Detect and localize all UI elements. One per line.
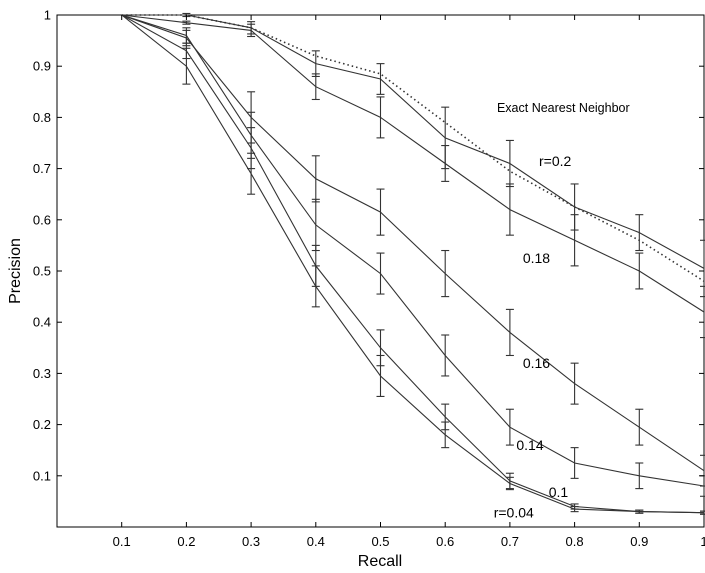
x-tick-label: 0.8 (566, 534, 584, 549)
series-line-0-18 (121, 14, 705, 313)
series-annotation: 0.18 (523, 250, 550, 266)
y-tick-label: 0.6 (33, 212, 51, 227)
x-tick-label: 0.6 (436, 534, 454, 549)
y-tick-label: 0.2 (33, 417, 51, 432)
errorbar-layer (182, 12, 705, 515)
y-tick-label: 1 (44, 8, 51, 23)
y-tick-label: 0.1 (33, 468, 51, 483)
x-tick-label: 0.7 (501, 534, 519, 549)
annotation-layer: Exact Nearest Neighbor r=0.2 0.18 0.16 0.14 0… (494, 101, 630, 521)
y-tick-label: 0.8 (33, 110, 51, 125)
series-annotation: 0.1 (549, 484, 569, 500)
y-tick-label: 0.9 (33, 59, 51, 74)
tick-layer: 0.1 0.2 0.3 0.4 0.5 0.6 0.7 0.8 0.9 1 0.1 0.2 0.3 0.4… (33, 8, 705, 550)
series-line-r-0-04 (121, 14, 705, 514)
y-tick-label: 0.3 (33, 366, 51, 381)
y-axis-label: Precision (7, 238, 24, 304)
x-tick-label: 0.1 (113, 534, 131, 549)
y-tick-label: 0.4 (33, 315, 51, 330)
series-annotation: 0.14 (516, 437, 543, 453)
x-tick-label: 0.9 (630, 534, 648, 549)
x-tick-label: 1 (700, 534, 705, 549)
series-line-0-14 (121, 14, 705, 487)
series-line-0-1 (121, 14, 705, 514)
x-axis-label: Recall (358, 553, 402, 570)
series-annotation: r=0.2 (539, 153, 572, 169)
y-tick-label: 0.5 (33, 264, 51, 279)
series-annotation: Exact Nearest Neighbor (497, 101, 630, 115)
series-line-r-0-2 (121, 14, 705, 269)
x-tick-label: 0.2 (177, 534, 195, 549)
x-tick-label: 0.4 (307, 534, 325, 549)
x-tick-label: 0.3 (242, 534, 260, 549)
series-line-0-16 (121, 14, 705, 472)
series-line-exact-nearest-neighbor (121, 14, 705, 282)
y-tick-label: 0.7 (33, 161, 51, 176)
series-annotation: 0.16 (523, 355, 550, 371)
series-layer (121, 14, 705, 514)
x-tick-label: 0.5 (371, 534, 389, 549)
series-annotation: r=0.04 (494, 505, 534, 521)
